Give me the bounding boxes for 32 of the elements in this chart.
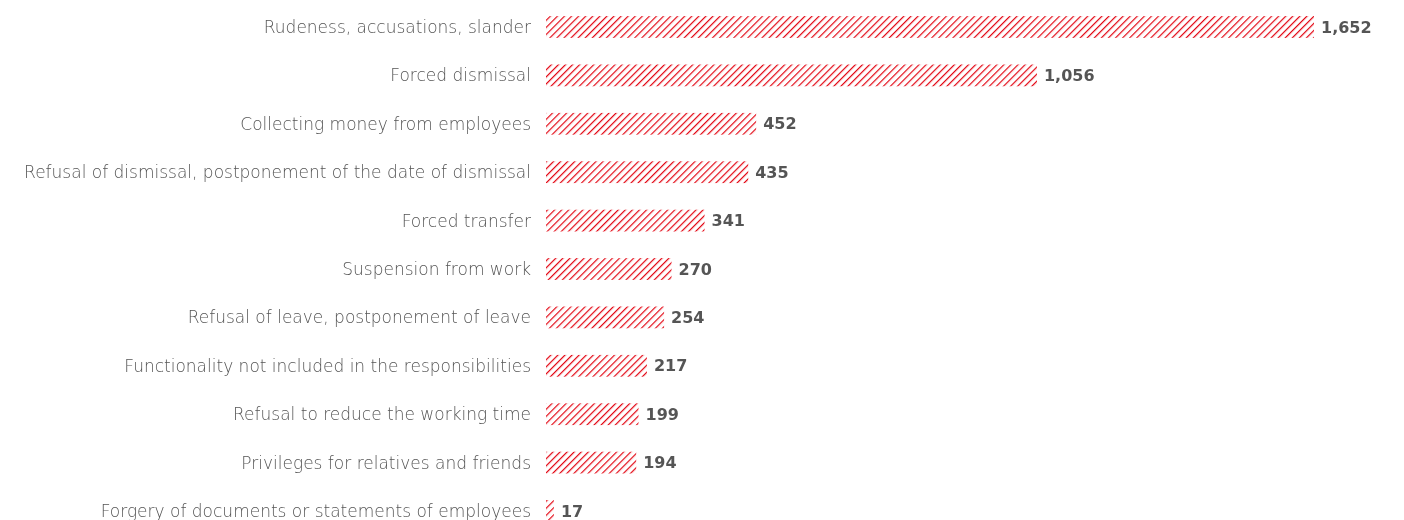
y-tick-label: Refusal of dismissal, postponement of the date of dismissal	[24, 162, 531, 183]
bar	[546, 161, 749, 184]
data-label: 1,652	[1321, 17, 1372, 37]
data-label: 254	[671, 308, 705, 327]
data-label: 435	[755, 162, 789, 182]
data-label: 1,056	[1043, 65, 1095, 85]
data-label: 270	[678, 259, 712, 279]
data-label: 17	[560, 501, 584, 520]
y-tick-label: Collecting money from employees	[240, 113, 531, 134]
bar	[546, 64, 1037, 87]
y-tick-label: Forced transfer	[401, 210, 532, 231]
y-tick-label: Privileges for relatives and friends	[241, 452, 531, 473]
y-tick-label: Rudeness, accusations, slander	[263, 16, 531, 37]
bar	[546, 258, 672, 280]
bar	[546, 16, 1314, 38]
y-tick-label: Refusal to reduce the working time	[233, 404, 531, 425]
bar	[546, 209, 705, 232]
y-tick-label: Suspension from work	[342, 258, 532, 279]
bar	[546, 354, 647, 377]
bar	[546, 451, 637, 474]
data-label: 452	[763, 114, 797, 134]
bar	[546, 403, 639, 426]
data-label: 341	[711, 211, 745, 231]
data-label: 217	[653, 356, 688, 376]
y-tick-label: Functionality not included in the responsibilities	[124, 355, 531, 376]
data-label: 194	[643, 453, 677, 473]
y-tick-label: Forgery of documents or statements of employees	[100, 500, 531, 520]
data-label: 199	[645, 404, 679, 424]
bar	[546, 112, 757, 135]
y-tick-label: Refusal of leave, postponement of leave	[187, 307, 531, 328]
y-tick-label: Forced dismissal	[390, 65, 531, 86]
bar	[546, 306, 665, 329]
